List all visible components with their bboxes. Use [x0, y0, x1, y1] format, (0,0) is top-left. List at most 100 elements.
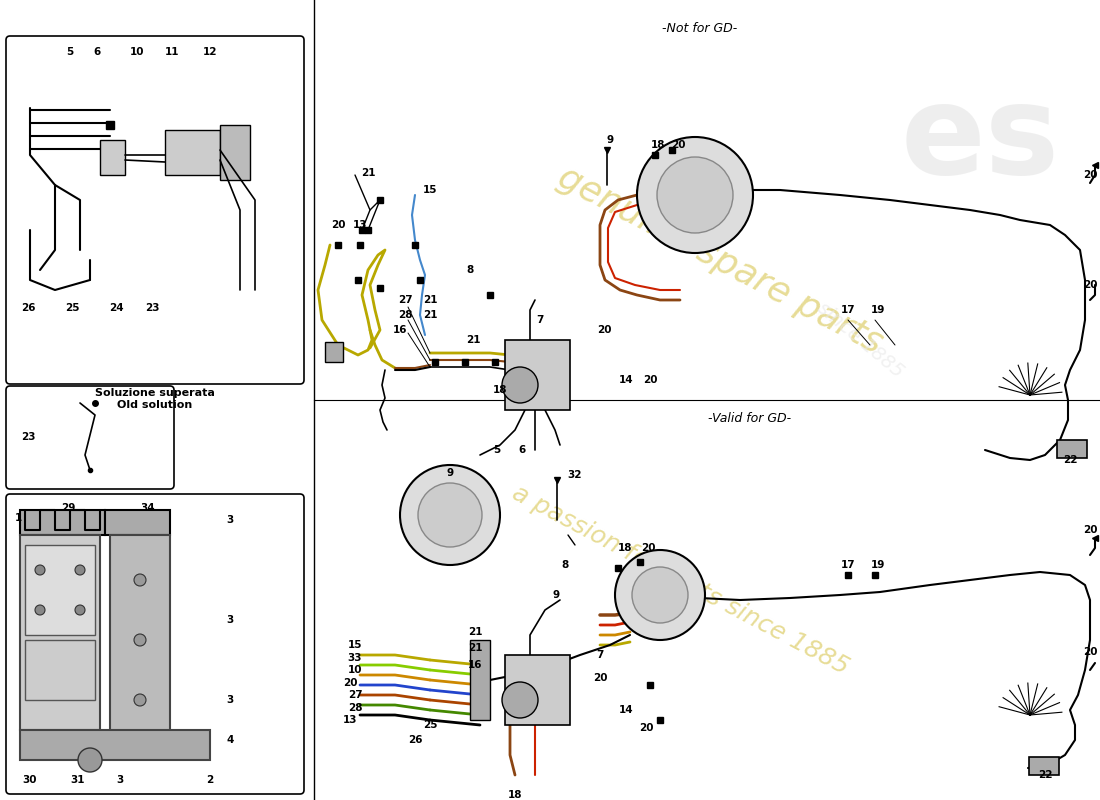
- Text: 19: 19: [871, 305, 886, 315]
- Text: 5: 5: [66, 47, 74, 57]
- Text: 13: 13: [343, 715, 358, 725]
- Text: 23: 23: [145, 303, 160, 313]
- Circle shape: [134, 694, 146, 706]
- Text: 20: 20: [639, 723, 653, 733]
- Text: 18: 18: [651, 140, 666, 150]
- Text: 32: 32: [568, 470, 582, 480]
- Text: 20: 20: [343, 678, 358, 688]
- Text: 19: 19: [871, 560, 886, 570]
- Bar: [25, 545, 95, 635]
- Text: 3: 3: [227, 615, 233, 625]
- Text: 4: 4: [227, 735, 233, 745]
- Text: 18: 18: [508, 790, 522, 800]
- Text: 16: 16: [468, 660, 482, 670]
- FancyBboxPatch shape: [6, 36, 304, 384]
- Text: 20: 20: [671, 140, 685, 150]
- Text: 23: 23: [21, 432, 35, 442]
- Circle shape: [75, 565, 85, 575]
- Text: 3: 3: [227, 695, 233, 705]
- Text: since 1885: since 1885: [813, 298, 906, 382]
- Text: 29: 29: [60, 503, 75, 513]
- Text: 34: 34: [141, 503, 155, 513]
- Text: 20: 20: [1082, 170, 1098, 180]
- Text: 18: 18: [618, 543, 632, 553]
- Circle shape: [35, 605, 45, 615]
- Text: 27: 27: [398, 295, 412, 305]
- Text: 18: 18: [493, 385, 507, 395]
- Text: 24: 24: [109, 303, 123, 313]
- Text: 26: 26: [408, 735, 422, 745]
- Bar: [220, 125, 250, 180]
- Circle shape: [502, 682, 538, 718]
- FancyBboxPatch shape: [110, 535, 170, 745]
- Circle shape: [615, 550, 705, 640]
- Text: 28: 28: [348, 703, 362, 713]
- Text: 21: 21: [422, 310, 438, 320]
- Text: 14: 14: [618, 375, 634, 385]
- Text: genuine spare parts: genuine spare parts: [552, 160, 888, 360]
- Text: 20: 20: [1082, 525, 1098, 535]
- Text: 9: 9: [552, 590, 560, 600]
- FancyBboxPatch shape: [20, 535, 100, 730]
- Text: 20: 20: [1082, 280, 1098, 290]
- Circle shape: [134, 634, 146, 646]
- Bar: [470, 640, 490, 720]
- Text: 8: 8: [466, 265, 474, 275]
- Text: 3: 3: [227, 515, 233, 525]
- Text: 28: 28: [398, 310, 412, 320]
- Text: a passion for parts since 1885: a passion for parts since 1885: [507, 481, 852, 679]
- Text: 20: 20: [596, 325, 612, 335]
- Text: 15: 15: [422, 185, 438, 195]
- Text: 21: 21: [468, 643, 482, 653]
- Text: 22: 22: [1037, 770, 1053, 780]
- Circle shape: [637, 137, 754, 253]
- Text: 21: 21: [468, 627, 482, 637]
- Text: 3: 3: [117, 775, 123, 785]
- Bar: [505, 340, 570, 410]
- Text: 12: 12: [202, 47, 218, 57]
- Bar: [165, 130, 220, 175]
- Text: 20: 20: [642, 375, 658, 385]
- Text: 10: 10: [130, 47, 144, 57]
- FancyBboxPatch shape: [1028, 757, 1059, 775]
- Text: 21: 21: [422, 295, 438, 305]
- Text: 30: 30: [23, 775, 37, 785]
- Text: 8: 8: [561, 560, 569, 570]
- Circle shape: [134, 574, 146, 586]
- Text: 7: 7: [537, 315, 543, 325]
- Bar: [20, 510, 104, 535]
- Bar: [20, 730, 210, 760]
- FancyBboxPatch shape: [1057, 440, 1087, 458]
- Text: 9: 9: [606, 135, 614, 145]
- Bar: [104, 510, 170, 535]
- Circle shape: [35, 565, 45, 575]
- Circle shape: [400, 465, 500, 565]
- FancyBboxPatch shape: [6, 494, 304, 794]
- Text: 22: 22: [1063, 455, 1077, 465]
- Circle shape: [75, 605, 85, 615]
- Circle shape: [502, 367, 538, 403]
- Text: 25: 25: [422, 720, 438, 730]
- Bar: [100, 140, 125, 175]
- Text: 33: 33: [348, 653, 362, 663]
- Bar: [25, 640, 95, 700]
- Text: 16: 16: [393, 325, 407, 335]
- Text: 17: 17: [840, 560, 856, 570]
- Text: 14: 14: [618, 705, 634, 715]
- Text: 25: 25: [65, 303, 79, 313]
- FancyBboxPatch shape: [6, 386, 174, 489]
- Text: 9: 9: [447, 468, 453, 478]
- Text: -Valid for GD-: -Valid for GD-: [708, 412, 792, 425]
- Text: 2: 2: [207, 775, 213, 785]
- Text: 17: 17: [840, 305, 856, 315]
- Text: 26: 26: [21, 303, 35, 313]
- Text: 27: 27: [348, 690, 362, 700]
- Text: 31: 31: [70, 775, 86, 785]
- Text: 5: 5: [494, 445, 501, 455]
- Text: 6: 6: [518, 445, 526, 455]
- Text: 20: 20: [331, 220, 345, 230]
- Bar: [505, 655, 570, 725]
- Text: 21: 21: [361, 168, 375, 178]
- Text: es: es: [901, 79, 1059, 201]
- Circle shape: [657, 157, 733, 233]
